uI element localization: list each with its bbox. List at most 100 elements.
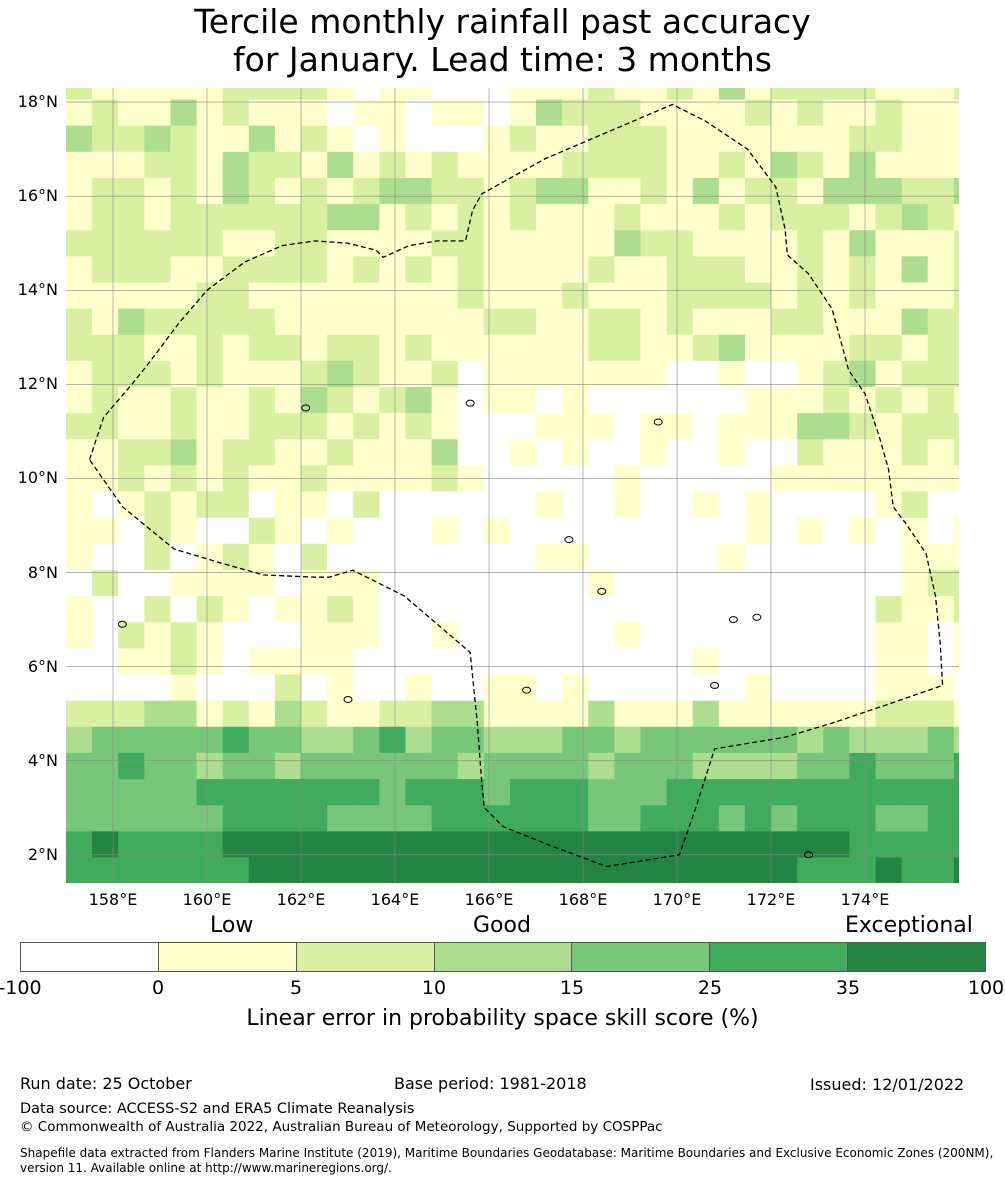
graticule [66,88,959,883]
skill-cell [849,490,877,518]
skill-cell [562,177,589,205]
skill-cell [118,177,145,205]
skill-cell [301,281,328,309]
skill-cell [301,778,328,806]
skill-cell [823,778,850,806]
lat-label-16n: 16°N [17,186,58,206]
skill-cell [744,752,772,780]
skill-cell [692,673,720,701]
skill-cell [457,229,485,257]
skill-cell [901,490,929,518]
skill-cell [327,490,354,518]
skill-cell [509,308,537,335]
island-outlines [117,399,814,859]
skill-cell [379,438,407,466]
skill-cell [797,569,824,597]
skill-cell [222,621,250,649]
skill-cell [771,360,798,388]
skill-cell [588,281,615,309]
skill-cell [718,203,746,231]
skill-cell [353,255,380,283]
colorbar-tick: -100 [0,977,42,999]
skill-cell [849,517,877,544]
skill-cell [666,804,694,832]
issued-date: Issued: 12/01/2022 [810,1075,965,1094]
skill-cell [718,700,746,727]
skill-cell [66,98,93,126]
skill-cell [353,412,380,440]
skill-cell [562,125,589,152]
island-outline [728,616,738,624]
skill-cell [118,308,145,335]
island-outline [710,681,720,689]
skill-cell [849,438,877,466]
skill-cell [640,700,668,727]
skill-cell [509,177,537,205]
skill-cell [274,543,302,570]
skill-cell [66,412,93,440]
skill-cell [953,151,959,178]
skill-cell [431,281,459,309]
skill-cell [797,804,824,832]
skill-cell [301,621,328,649]
skill-cell [457,726,485,753]
skill-cell [901,700,929,727]
skill-cell [509,360,537,388]
skill-cell [327,255,354,283]
skill-cell [771,543,798,570]
skill-cell [901,438,929,466]
skill-cell [509,621,537,649]
skill-cell [536,673,563,701]
skill-cell [771,647,798,675]
skill-cell [483,438,511,466]
skill-cell [483,726,511,753]
skill-cell [327,856,354,883]
skill-cell [640,412,668,440]
skill-cell [170,726,198,753]
skill-cell [144,412,172,440]
skill-cell [431,673,459,701]
skill-cell [614,151,642,178]
skill-cell [483,543,511,570]
skill-cell [823,203,850,231]
skill-cell [92,647,119,675]
lat-label-14n: 14°N [17,280,58,300]
skill-cell [66,700,93,727]
skill-cell [666,177,694,205]
skill-cell [718,177,746,205]
skill-cell [353,517,380,544]
skill-cell [379,255,407,283]
skill-cell [301,752,328,780]
skill-cell [118,517,145,544]
skill-cell [170,621,198,649]
skill-cell [901,412,929,440]
skill-cell [196,726,224,753]
skill-cell [405,543,433,570]
skill-cell [692,621,720,649]
skill-cell [718,647,746,675]
skill-cell [248,856,276,883]
skill-cell [118,281,145,309]
skill-cell [666,595,694,623]
skill-cell [562,569,589,597]
skill-cell [562,543,589,570]
skill-cell [379,856,407,883]
skill-cell [849,177,877,205]
skill-cell [875,229,903,257]
skill-cell [222,856,250,883]
skill-cell [457,543,485,570]
skill-cell [875,778,903,806]
skill-cell [771,569,798,597]
skill-cell [901,255,929,283]
skill-cell [953,569,959,597]
skill-cell [536,804,563,832]
skill-cell [588,308,615,335]
skill-cell [222,360,250,388]
skill-cell [927,490,955,518]
skill-cell [483,490,511,518]
skill-cell [509,595,537,623]
skill-cell [875,177,903,205]
skill-cell [744,412,772,440]
skill-cell [797,726,824,753]
skill-cell [771,490,798,518]
